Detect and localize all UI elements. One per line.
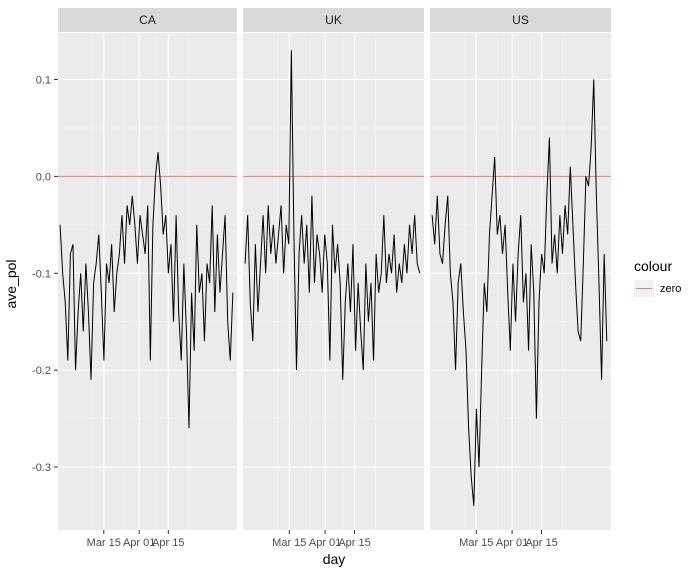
panel-background-uk <box>243 33 424 530</box>
panel-background-us <box>430 33 611 530</box>
legend-title: colour <box>634 258 672 274</box>
minor-gridlines <box>58 33 611 530</box>
x-tick-label: Apr 15 <box>525 537 557 549</box>
legend: colour zero <box>634 258 681 297</box>
y-tick-label: 0.1 <box>36 75 51 87</box>
x-tick-label: Apr 01 <box>309 537 341 549</box>
facet-label-uk: UK <box>325 13 342 27</box>
y-axis: 0.1 0.0 -0.1 -0.2 -0.3 <box>32 75 58 474</box>
data-series <box>59 50 608 506</box>
series-line-ca <box>59 152 234 429</box>
strip-background-us <box>430 8 611 32</box>
x-tick-label: Mar 15 <box>272 537 306 549</box>
y-tick-label: 0.0 <box>36 171 51 183</box>
x-tick-label: Apr 01 <box>123 537 155 549</box>
series-line-uk <box>244 50 421 380</box>
legend-label-zero: zero <box>660 283 681 295</box>
y-axis-title: ave_pol <box>3 259 19 308</box>
y-tick-label: -0.2 <box>32 365 51 377</box>
x-axis-title: day <box>323 551 346 567</box>
panel-background-ca <box>58 33 237 530</box>
x-tick-label: Apr 01 <box>496 537 528 549</box>
x-tick-label: Mar 15 <box>459 537 493 549</box>
y-tick-label: -0.3 <box>32 462 51 474</box>
x-tick-label: Apr 15 <box>152 537 184 549</box>
facet-label-ca: CA <box>139 13 156 27</box>
strip-background-uk <box>243 8 424 32</box>
x-tick-label: Mar 15 <box>87 537 121 549</box>
facet-label-us: US <box>512 13 529 27</box>
y-tick-label: -0.1 <box>32 268 51 280</box>
x-tick-label: Apr 15 <box>338 537 370 549</box>
strip-background-ca <box>58 8 237 32</box>
series-line-us <box>431 79 608 506</box>
